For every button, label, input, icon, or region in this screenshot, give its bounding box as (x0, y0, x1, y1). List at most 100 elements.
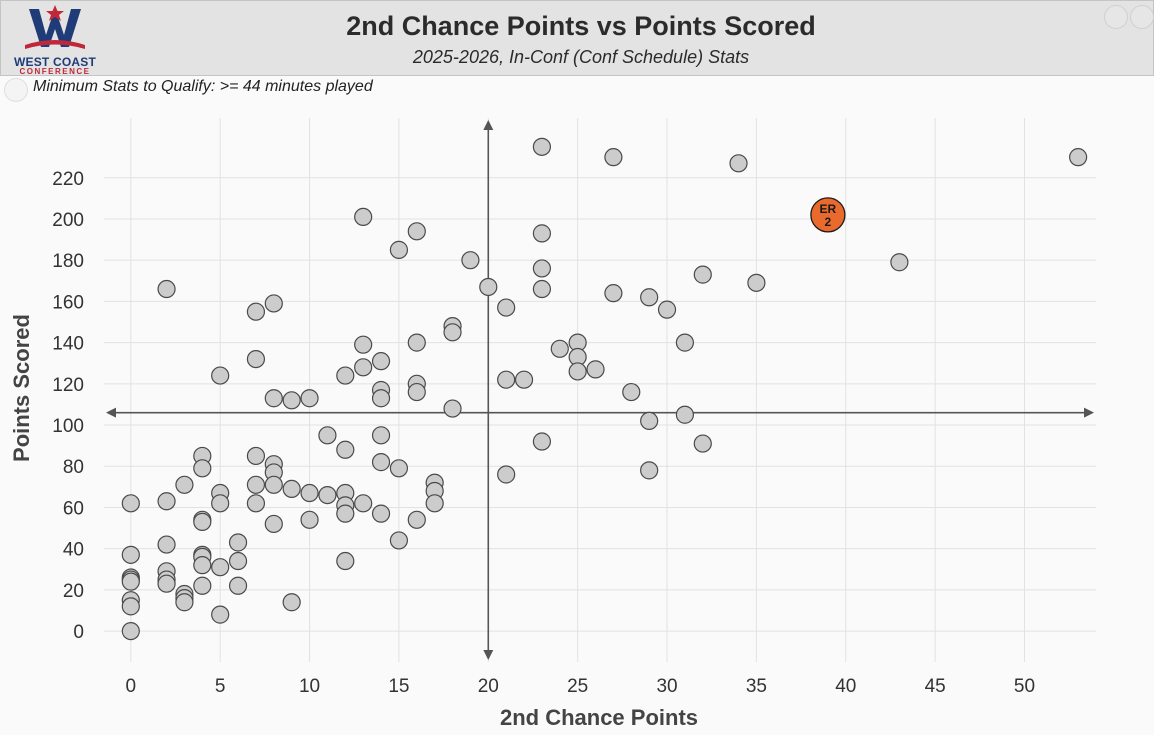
data-point[interactable] (300, 483, 319, 503)
data-point[interactable] (657, 300, 677, 319)
data-point[interactable] (121, 545, 140, 564)
data-point[interactable] (890, 253, 909, 272)
data-point[interactable] (282, 391, 301, 410)
data-point[interactable] (443, 323, 462, 342)
data-point[interactable] (336, 366, 355, 385)
data-point[interactable] (550, 339, 569, 358)
chart-subtitle: 2025-2026, In-Conf (Conf Schedule) Stats (412, 47, 750, 67)
data-point[interactable] (264, 475, 283, 494)
y-tick-label: 180 (52, 251, 84, 272)
data-point[interactable] (318, 485, 337, 505)
data-point[interactable] (282, 593, 301, 612)
data-point[interactable] (228, 551, 248, 571)
data-point[interactable] (354, 494, 373, 513)
data-point[interactable] (211, 366, 230, 385)
data-point[interactable] (354, 335, 373, 354)
info-icon[interactable] (4, 78, 28, 102)
data-point[interactable] (157, 279, 176, 299)
data-point[interactable] (246, 494, 266, 513)
data-point[interactable] (389, 531, 409, 550)
data-point[interactable] (246, 446, 266, 466)
highlighted-point-group[interactable]: ER2 (810, 197, 846, 233)
data-point[interactable] (586, 360, 605, 379)
data-point[interactable] (193, 576, 212, 595)
data-point[interactable] (354, 207, 373, 227)
data-point[interactable] (121, 572, 140, 591)
data-point[interactable] (175, 593, 194, 612)
data-point[interactable] (568, 362, 587, 381)
data-point[interactable] (479, 277, 498, 297)
data-point[interactable] (121, 597, 140, 616)
data-point[interactable] (211, 605, 230, 624)
data-point[interactable] (532, 432, 552, 451)
data-point[interactable] (532, 259, 552, 278)
data-point[interactable] (175, 475, 194, 494)
data-point[interactable] (514, 370, 534, 389)
data-point[interactable] (693, 265, 712, 284)
data-point[interactable] (246, 302, 266, 321)
data-point[interactable] (747, 273, 766, 292)
data-point[interactable] (497, 298, 516, 317)
data-point[interactable] (371, 504, 391, 523)
data-point[interactable] (264, 294, 283, 313)
data-point[interactable] (425, 494, 444, 513)
data-point[interactable] (604, 284, 623, 303)
data-point[interactable] (640, 288, 659, 307)
data-point[interactable] (407, 382, 426, 402)
data-point[interactable] (193, 459, 212, 478)
data-point[interactable] (729, 154, 748, 173)
data-point[interactable] (407, 510, 426, 529)
data-point[interactable] (497, 370, 516, 389)
data-point[interactable] (211, 494, 230, 513)
data-point[interactable] (389, 459, 409, 478)
data-point[interactable] (157, 535, 176, 554)
data-point[interactable] (371, 453, 391, 472)
data-point[interactable] (336, 551, 355, 571)
data-point[interactable] (461, 251, 480, 270)
data-point[interactable] (640, 411, 659, 431)
highlighted-data-point[interactable] (810, 197, 846, 233)
data-point[interactable] (264, 514, 283, 534)
data-point[interactable] (354, 358, 373, 377)
data-point[interactable] (371, 352, 391, 371)
data-point[interactable] (371, 389, 391, 408)
data-point[interactable] (693, 434, 712, 453)
data-point[interactable] (532, 224, 552, 243)
data-point[interactable] (228, 533, 248, 552)
data-point[interactable] (157, 574, 176, 593)
data-point[interactable] (264, 389, 283, 408)
data-point[interactable] (640, 461, 659, 480)
data-point[interactable] (604, 148, 623, 167)
x-tick-label: 45 (925, 676, 946, 697)
data-point[interactable] (407, 222, 426, 241)
data-point[interactable] (300, 389, 319, 408)
data-point[interactable] (443, 399, 462, 418)
data-point[interactable] (675, 333, 695, 352)
data-point[interactable] (246, 349, 266, 369)
data-point[interactable] (336, 440, 355, 459)
data-point[interactable] (389, 240, 409, 259)
data-point[interactable] (211, 558, 230, 577)
data-point[interactable] (121, 621, 140, 641)
data-point[interactable] (532, 279, 552, 299)
data-point[interactable] (407, 333, 426, 352)
data-point[interactable] (318, 426, 337, 445)
header-control-circle-1[interactable] (1104, 5, 1128, 29)
data-point[interactable] (157, 492, 176, 511)
x-axis-ticks: 0 5 10 15 20 25 30 35 40 45 50 (126, 676, 1036, 697)
data-point[interactable] (228, 576, 248, 595)
x-tick-label: 25 (567, 676, 588, 697)
data-point[interactable] (300, 510, 319, 529)
data-point[interactable] (371, 426, 391, 445)
data-point[interactable] (282, 479, 301, 499)
data-point[interactable] (246, 475, 266, 494)
data-point[interactable] (675, 405, 695, 424)
data-point[interactable] (193, 512, 212, 531)
data-point[interactable] (622, 382, 641, 402)
data-point[interactable] (193, 556, 212, 575)
data-point[interactable] (336, 504, 355, 523)
data-point[interactable] (1069, 148, 1088, 167)
data-point[interactable] (121, 494, 140, 513)
data-point[interactable] (497, 465, 516, 484)
data-point[interactable] (532, 137, 552, 156)
